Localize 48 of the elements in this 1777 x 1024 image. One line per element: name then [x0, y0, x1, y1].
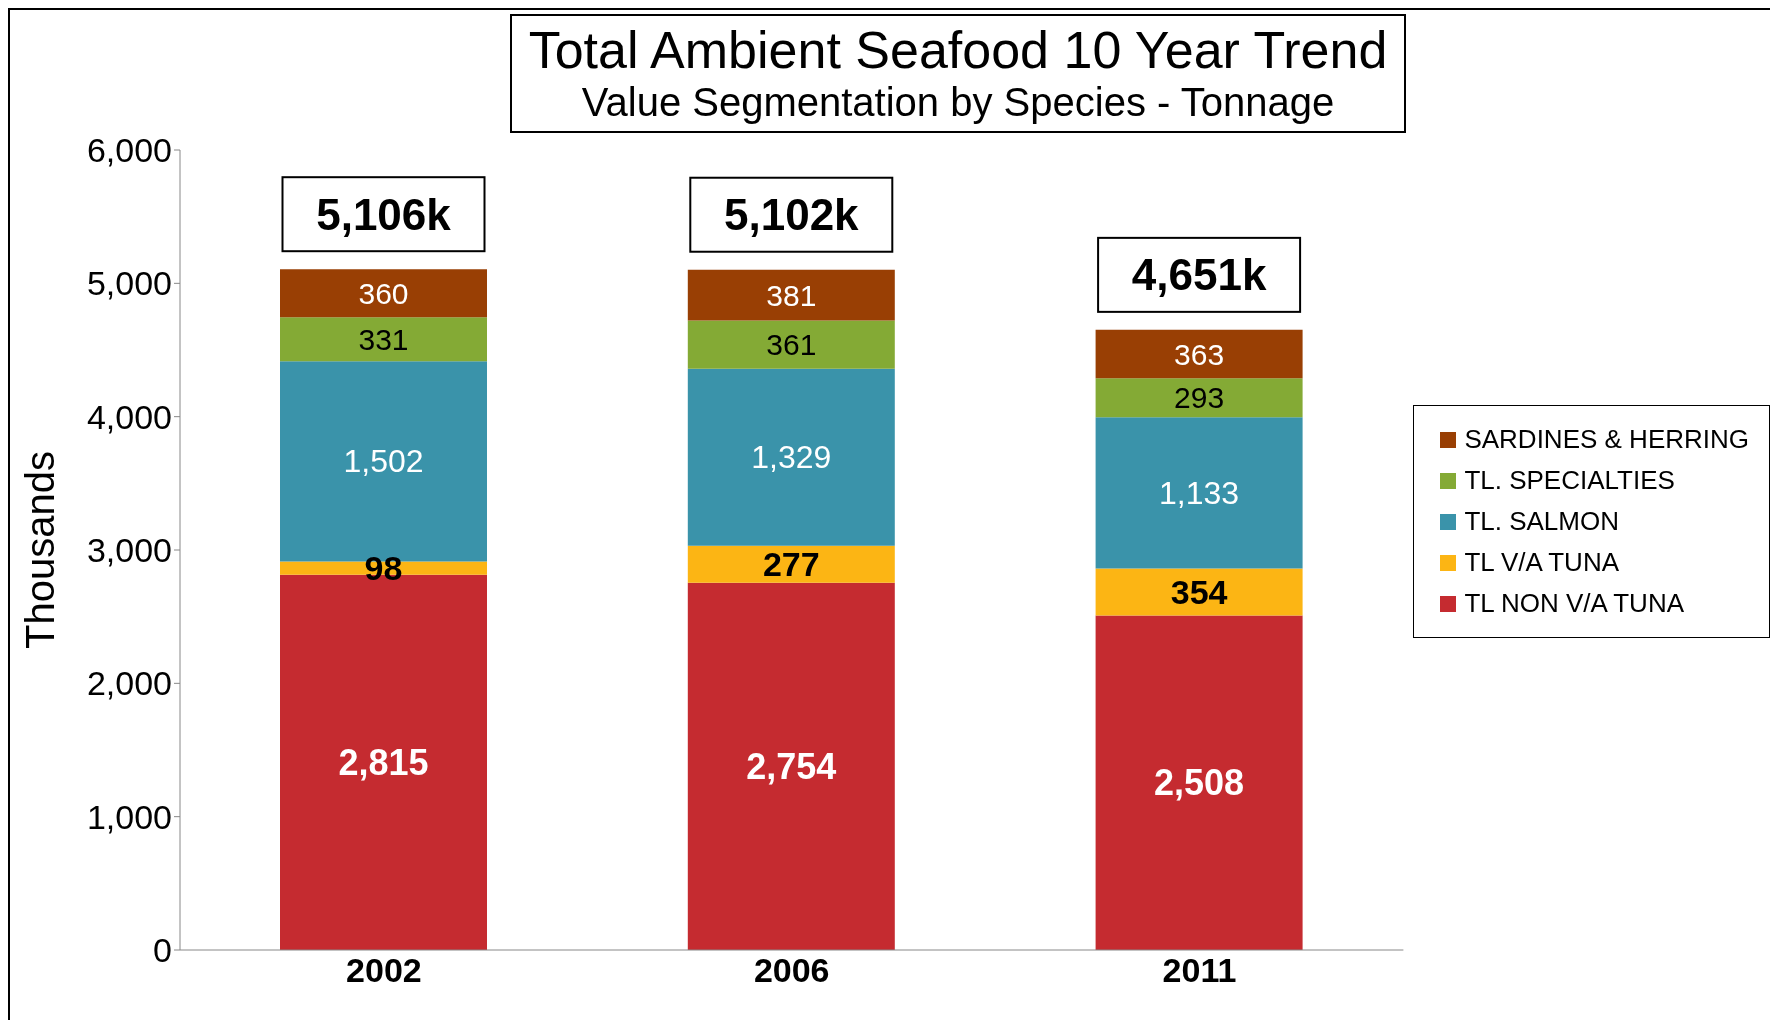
bar	[687, 269, 895, 321]
bar	[1095, 615, 1303, 950]
bar	[687, 582, 895, 950]
data-label: 98	[364, 549, 403, 588]
data-label: 277	[762, 545, 820, 584]
y-axis-title: Thousands	[18, 451, 63, 649]
x-tick-label: 2011	[1162, 951, 1237, 990]
data-label: 1,502	[343, 443, 424, 480]
legend-label: SARDINES & HERRING	[1464, 424, 1749, 455]
data-label: 293	[1174, 381, 1225, 415]
legend-label: TL V/A TUNA	[1464, 547, 1619, 578]
legend-label: TL NON V/A TUNA	[1464, 588, 1684, 619]
x-tick-label: 2006	[753, 951, 830, 990]
data-label: 1,329	[751, 439, 832, 476]
data-label: 1,133	[1159, 474, 1240, 511]
total-label: 5,106k	[316, 189, 452, 239]
bar	[687, 545, 895, 583]
legend-label: TL. SPECIALTIES	[1464, 465, 1675, 496]
y-tick-label: 0	[153, 931, 172, 970]
legend-label: TL. SALMON	[1464, 506, 1619, 537]
data-label: 354	[1170, 573, 1228, 611]
y-tick-label: 2,000	[86, 664, 172, 703]
y-tick-label: 6,000	[86, 131, 172, 170]
data-label: 381	[766, 278, 817, 312]
bar	[1095, 329, 1303, 379]
data-label: 2,754	[746, 745, 837, 787]
bar	[687, 320, 895, 369]
bar	[280, 269, 487, 318]
bar	[1095, 378, 1303, 418]
data-label: 363	[1174, 337, 1225, 371]
bar	[687, 368, 895, 546]
total-label: 4,651k	[1131, 250, 1267, 300]
bar	[1095, 417, 1303, 569]
x-tick-label: 2002	[346, 951, 422, 990]
data-label: 2,815	[338, 741, 429, 783]
y-tick-label: 3,000	[86, 531, 172, 570]
data-label: 2,508	[1154, 762, 1245, 804]
y-tick-label: 5,000	[86, 264, 172, 303]
data-label: 360	[358, 276, 409, 310]
data-label: 361	[766, 328, 817, 362]
chart-subtitle: Value Segmentation by Species - Tonnage	[580, 80, 1336, 125]
bar	[280, 317, 487, 362]
data-label: 331	[358, 322, 409, 356]
y-tick-label: 4,000	[86, 397, 172, 436]
total-label: 5,102k	[724, 190, 860, 240]
y-tick-label: 1,000	[86, 797, 172, 836]
bar	[1095, 568, 1303, 616]
chart-title: Total Ambient Seafood 10 Year Trend	[527, 20, 1389, 80]
